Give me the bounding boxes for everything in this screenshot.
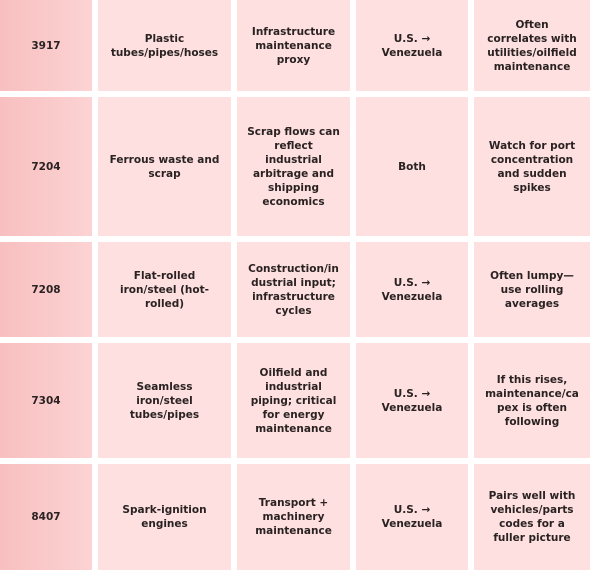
- table-cell: If this rises, maintenance/capex is ofte…: [474, 343, 590, 458]
- hs-code-cell: 7208: [0, 242, 92, 337]
- table-cell: Spark-ignition engines: [98, 464, 231, 570]
- table-cell: Scrap flows can reflect industrial arbit…: [237, 97, 350, 236]
- table-cell: Both: [356, 97, 468, 236]
- table-cell: Often lumpy—use rolling averages: [474, 242, 590, 337]
- table-cell: Ferrous waste and scrap: [98, 97, 231, 236]
- table-cell: U.S. → Venezuela: [356, 464, 468, 570]
- hs-code-cell: 7204: [0, 97, 92, 236]
- table-cell: Pairs well with vehicles/parts codes for…: [474, 464, 590, 570]
- table-cell: Plastic tubes/pipes/hoses: [98, 0, 231, 91]
- table-cell: Infrastructure maintenance proxy: [237, 0, 350, 91]
- hs-code-cell: 3917: [0, 0, 92, 91]
- table-cell: Transport + machinery maintenance: [237, 464, 350, 570]
- table-cell: U.S. → Venezuela: [356, 242, 468, 337]
- table-cell: U.S. → Venezuela: [356, 343, 468, 458]
- table-cell: Often correlates with utilities/oilfield…: [474, 0, 590, 91]
- table-cell: Seamless iron/steel tubes/pipes: [98, 343, 231, 458]
- table-cell: U.S. → Venezuela: [356, 0, 468, 91]
- table-cell: Flat-rolled iron/steel (hot-rolled): [98, 242, 231, 337]
- table-cell: Construction/industrial input; infrastru…: [237, 242, 350, 337]
- table-cell: Oilfield and industrial piping; critical…: [237, 343, 350, 458]
- hs-code-cell: 7304: [0, 343, 92, 458]
- hs-code-cell: 8407: [0, 464, 92, 570]
- table-cell: Watch for port concentration and sudden …: [474, 97, 590, 236]
